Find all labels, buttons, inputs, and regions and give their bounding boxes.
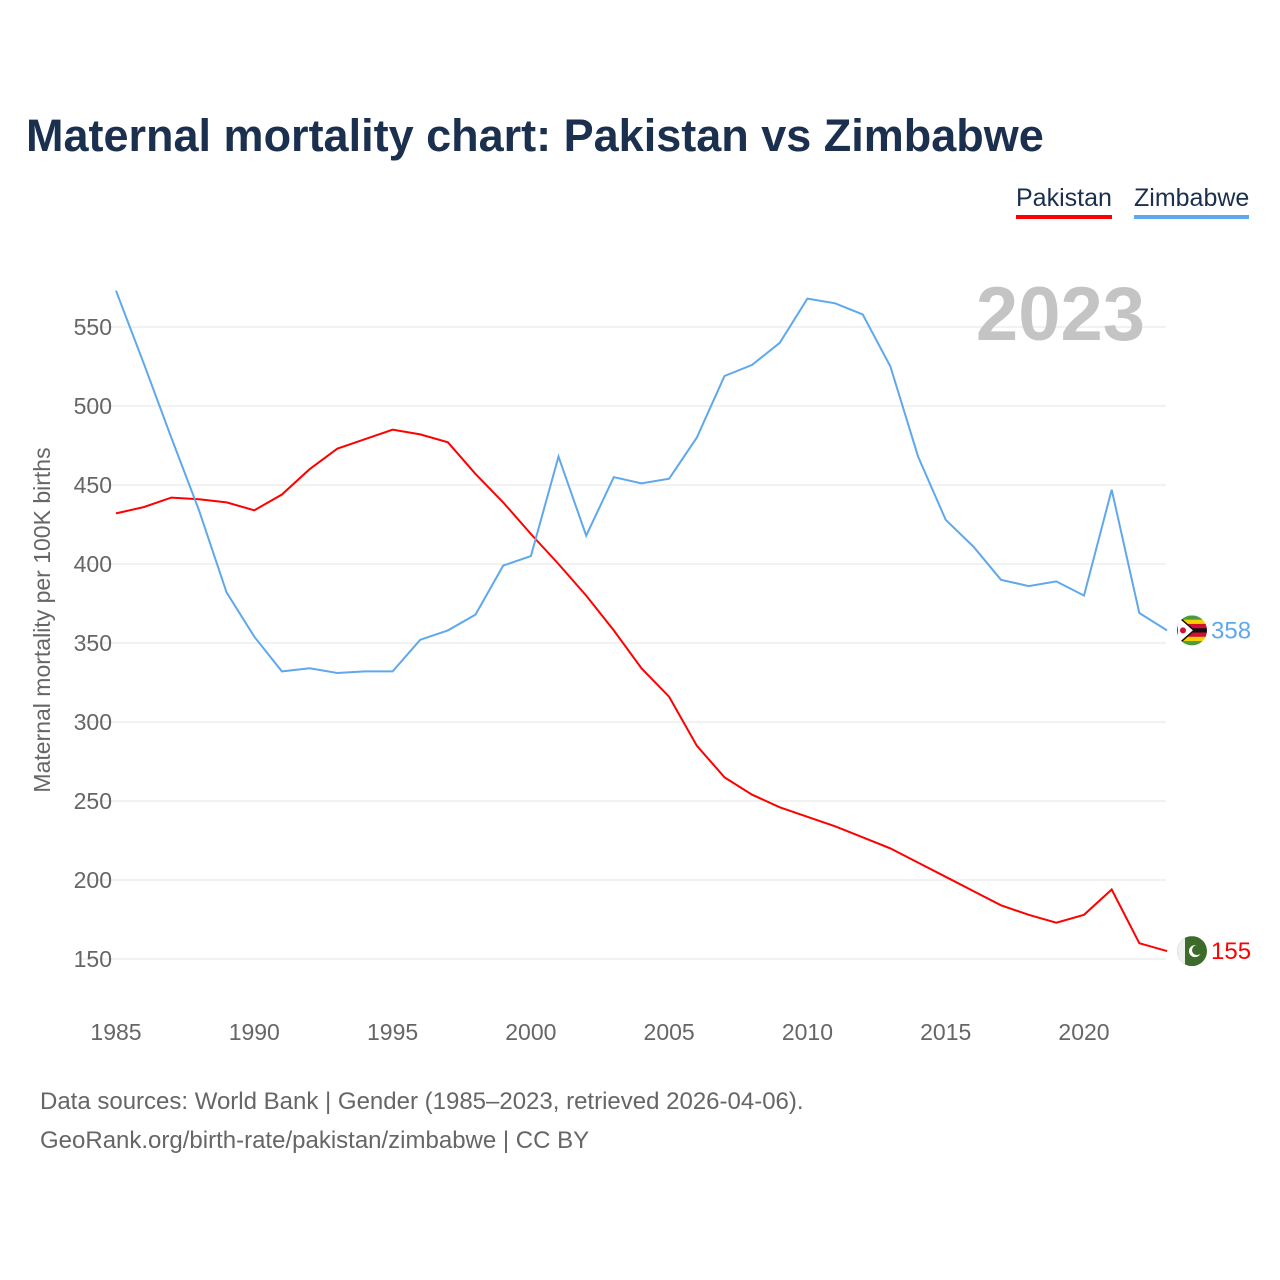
chart-title: Maternal mortality chart: Pakistan vs Zi… [26, 110, 1044, 161]
y-tick-label: 250 [74, 788, 112, 814]
end-label-zimbabwe: 358 [1211, 617, 1251, 644]
y-tick-label: 200 [74, 867, 112, 893]
legend-pakistan[interactable]: Pakistan [1016, 184, 1112, 219]
x-tick-label: 1985 [90, 1019, 141, 1045]
footer-sources: Data sources: World Bank | Gender (1985–… [40, 1088, 804, 1115]
y-tick-label: 150 [74, 946, 112, 972]
y-tick-label: 300 [74, 709, 112, 735]
flag-zimbabwe-icon [1177, 615, 1207, 646]
flag-star [1180, 627, 1186, 634]
flag-body [1177, 936, 1207, 967]
y-tick-label: 550 [74, 314, 112, 340]
flag-white [1177, 936, 1185, 967]
y-axis-label: Maternal mortality per 100K births [29, 447, 55, 792]
legend-zimbabwe[interactable]: Zimbabwe [1134, 184, 1250, 219]
series-line-zimbabwe [115, 290, 1168, 675]
flag-stripe [1177, 641, 1207, 646]
flag-pakistan-icon [1177, 936, 1207, 967]
flag-stripe [1177, 619, 1207, 625]
x-tick-label: 2015 [920, 1019, 971, 1045]
y-tick-label: 450 [74, 472, 112, 498]
y-tick-label: 400 [74, 551, 112, 577]
x-tick-label: 2020 [1058, 1019, 1109, 1045]
x-tick-label: 2010 [782, 1019, 833, 1045]
series-line-pakistan [115, 428, 1168, 953]
flag-stripe [1177, 615, 1207, 621]
flag-stripe [1177, 623, 1207, 629]
x-tick-label: 1990 [229, 1019, 280, 1045]
x-tick-label: 1995 [367, 1019, 418, 1045]
flag-body [1177, 615, 1207, 646]
year-label: 2023 [976, 272, 1145, 357]
footer-credit: GeoRank.org/birth-rate/pakistan/zimbabwe… [40, 1127, 590, 1154]
end-label-pakistan: 155 [1211, 938, 1251, 965]
flag-stripe [1177, 636, 1207, 642]
crescent-cut [1192, 945, 1202, 956]
flag-stripe [1177, 632, 1207, 638]
y-tick-label: 500 [74, 393, 112, 419]
y-tick-label: 350 [74, 630, 112, 656]
x-tick-label: 2000 [505, 1019, 556, 1045]
x-tick-label: 2005 [644, 1019, 695, 1045]
